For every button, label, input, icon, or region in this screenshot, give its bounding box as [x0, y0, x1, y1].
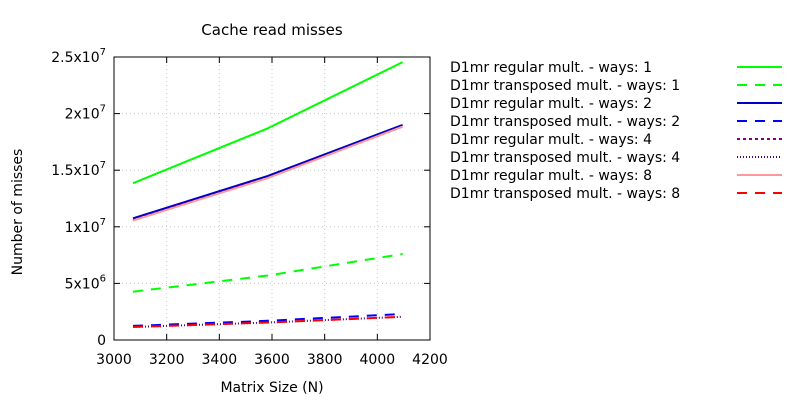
- y-tick-label: 1x107: [65, 217, 106, 236]
- series-line: [132, 253, 403, 293]
- y-tick-label: 2.5x107: [51, 47, 106, 66]
- y-tick-label: 2x107: [65, 104, 106, 123]
- x-tick-label: 3600: [254, 352, 290, 368]
- series-line: [132, 123, 403, 220]
- legend-entry-label: D1mr regular mult. - ways: 2: [450, 96, 652, 112]
- x-tick-label: 3200: [149, 352, 185, 368]
- series-line: [132, 315, 403, 328]
- x-tick-label: 4200: [412, 352, 448, 368]
- series-line: [132, 61, 404, 185]
- legend-entry-label: D1mr regular mult. - ways: 8: [450, 168, 652, 184]
- y-axis-label: Number of misses: [10, 149, 26, 276]
- series-line: [132, 313, 403, 327]
- legend-entry-label: D1mr regular mult. - ways: 4: [450, 132, 652, 148]
- legend-entry-label: D1mr transposed mult. - ways: 2: [450, 114, 680, 130]
- x-tick-label: 3400: [202, 352, 238, 368]
- legend-entry-label: D1mr transposed mult. - ways: 8: [450, 186, 680, 202]
- x-tick-label: 3800: [307, 352, 343, 368]
- legend-entry-label: D1mr regular mult. - ways: 1: [450, 60, 652, 76]
- series-lines: [132, 61, 404, 328]
- y-tick-label: 5x106: [65, 273, 106, 292]
- x-tick-label: 4000: [360, 352, 396, 368]
- legend-entry-label: D1mr transposed mult. - ways: 4: [450, 150, 680, 166]
- y-tick-label: 0: [97, 333, 106, 349]
- legend-entry-label: D1mr transposed mult. - ways: 1: [450, 78, 680, 94]
- x-tick-label: 3000: [96, 352, 132, 368]
- axis-ticks: 3000 3200 3400 3600 3800 4000 4200 0 5x106 1x107 1…: [51, 47, 448, 368]
- x-axis-label: Matrix Size (N): [220, 380, 323, 396]
- grid-lines: [114, 57, 430, 340]
- y-tick-label: 1.5x107: [51, 160, 106, 179]
- chart-title: Cache read misses: [201, 21, 343, 39]
- legend: D1mr regular mult. - ways: 1 D1mr transpo…: [450, 60, 782, 202]
- series-line: [132, 125, 403, 222]
